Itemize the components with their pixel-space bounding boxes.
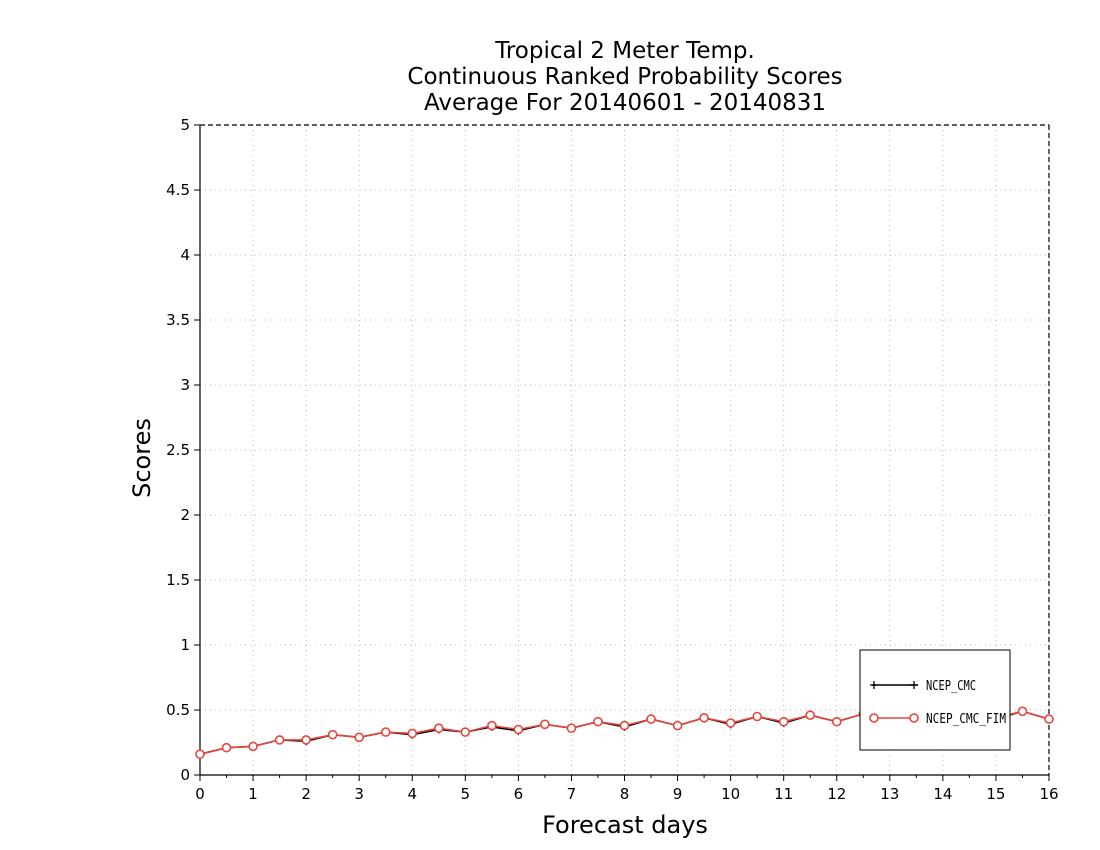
data-point	[460, 727, 471, 737]
data-point	[699, 712, 709, 723]
x-tick-label: 6	[514, 785, 524, 803]
title-line-2: Continuous Ranked Probability Scores	[407, 64, 842, 90]
y-tick-label: 4.5	[166, 181, 190, 199]
legend-label: NCEP_CMC_FIM	[926, 712, 1006, 727]
grid-lines	[200, 125, 1049, 775]
legend-item-ncep-cmc-fim: NCEP_CMC_FIM	[869, 712, 1006, 727]
x-tick-label: 2	[301, 785, 311, 803]
data-point	[646, 714, 656, 724]
data-point	[619, 720, 630, 731]
x-axis-label: Forecast days	[542, 811, 708, 839]
data-point	[1017, 706, 1028, 717]
y-tick-label: 3.5	[166, 311, 190, 329]
data-point	[778, 716, 789, 727]
x-tick-label: 11	[774, 785, 793, 803]
y-tick-label: 4	[180, 246, 190, 264]
tick-marks	[194, 124, 1050, 781]
data-point	[1044, 714, 1054, 724]
data-point	[540, 719, 550, 730]
x-tick-label: 9	[673, 785, 683, 803]
legend-marker	[909, 713, 919, 723]
y-axis-label: Scores	[128, 418, 156, 498]
data-point	[327, 729, 338, 740]
data-point	[672, 720, 683, 731]
y-tick-label: 5	[180, 116, 190, 134]
x-tick-label: 7	[567, 785, 577, 803]
data-point	[354, 732, 364, 743]
x-tick-label: 4	[407, 785, 417, 803]
legend-label: NCEP_CMC	[926, 679, 976, 694]
y-tick-label: 1	[180, 636, 190, 654]
data-point	[195, 749, 205, 760]
y-tick-label: 2.5	[166, 441, 190, 459]
data-point	[805, 710, 816, 721]
data-point	[831, 716, 842, 727]
data-point	[301, 735, 311, 745]
y-tick-label: 0.5	[166, 701, 190, 719]
title-line-1: Tropical 2 Meter Temp.	[494, 38, 755, 64]
x-tick-label: 12	[827, 785, 846, 803]
x-tick-label: 5	[461, 785, 471, 803]
chart-titles: Tropical 2 Meter Temp. Continuous Ranked…	[407, 38, 842, 116]
legend-box	[859, 649, 1011, 751]
x-tick-label: 10	[721, 785, 740, 803]
x-tick-label: 15	[986, 785, 1005, 803]
legend-marker	[870, 681, 878, 689]
data-point	[248, 741, 258, 752]
data-point	[513, 724, 524, 735]
title-line-3: Average For 20140601 - 20140831	[424, 90, 826, 116]
y-tick-label: 1.5	[166, 571, 190, 589]
data-point	[487, 720, 497, 731]
data-point	[566, 723, 577, 734]
legend-marker	[910, 681, 918, 689]
tick-labels: 0 1 2 3 4 5 6 7 8 9 10 11 12 13 14 15 1600.511.522.533.5…	[166, 116, 1058, 803]
y-tick-label: 3	[180, 376, 190, 394]
data-point	[752, 711, 762, 722]
x-tick-label: 1	[248, 785, 258, 803]
data-point	[593, 716, 603, 727]
data-point	[380, 727, 391, 737]
y-tick-label: 2	[180, 506, 190, 524]
data-point	[407, 728, 418, 739]
data-point	[433, 723, 444, 734]
x-tick-label: 14	[933, 785, 952, 803]
legend-marker	[869, 713, 879, 723]
data-point	[725, 718, 736, 728]
data-point	[274, 735, 285, 745]
legend-item-ncep-cmc: NCEP_CMC	[870, 679, 976, 694]
x-tick-label: 16	[1039, 785, 1058, 803]
x-tick-label: 0	[195, 785, 205, 803]
x-tick-label: 3	[354, 785, 364, 803]
legend-items: NCEP_CMC NCEP_CMC_FIM	[869, 679, 1006, 727]
x-tick-label: 8	[620, 785, 630, 803]
data-point	[221, 742, 232, 753]
x-tick-label: 13	[880, 785, 899, 803]
legend: NCEP_CMC NCEP_CMC_FIM	[859, 649, 1011, 751]
y-tick-label: 0	[180, 766, 190, 784]
